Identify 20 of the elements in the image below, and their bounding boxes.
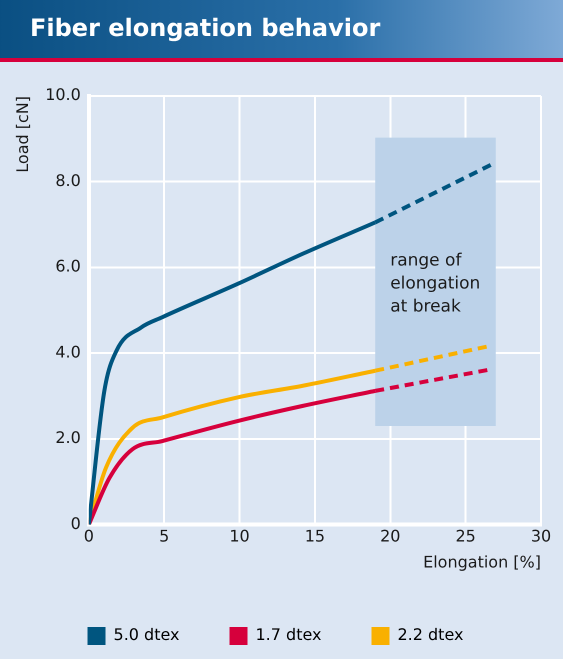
y-tick-label: 8.0 <box>55 170 81 190</box>
x-tick-label: 10 <box>229 526 250 546</box>
x-tick-label: 30 <box>530 526 552 546</box>
y-axis-title: Load [cN] <box>12 96 32 173</box>
y-tick-label: 0 <box>70 514 81 533</box>
legend-label: 1.7 dtex <box>256 625 322 644</box>
x-tick-label: 25 <box>455 526 476 546</box>
x-tick-label: 5 <box>159 526 170 546</box>
y-tick-label: 6.0 <box>55 256 81 276</box>
y-tick-label: 10.0 <box>45 85 81 104</box>
x-tick-label: 15 <box>304 526 326 546</box>
chart-title: Fiber elongation behavior <box>30 14 380 42</box>
x-tick-label: 0 <box>84 526 94 546</box>
legend-label: 2.2 dtex <box>397 625 464 644</box>
x-tick-label: 20 <box>380 526 400 546</box>
y-tick-label: 2.0 <box>55 428 81 448</box>
y-tick-label: 4.0 <box>55 342 81 362</box>
band-label: range of elongation at break <box>390 250 480 316</box>
x-axis-title: Elongation [%] <box>423 552 541 572</box>
legend-label: 5.0 dtex <box>114 625 180 644</box>
